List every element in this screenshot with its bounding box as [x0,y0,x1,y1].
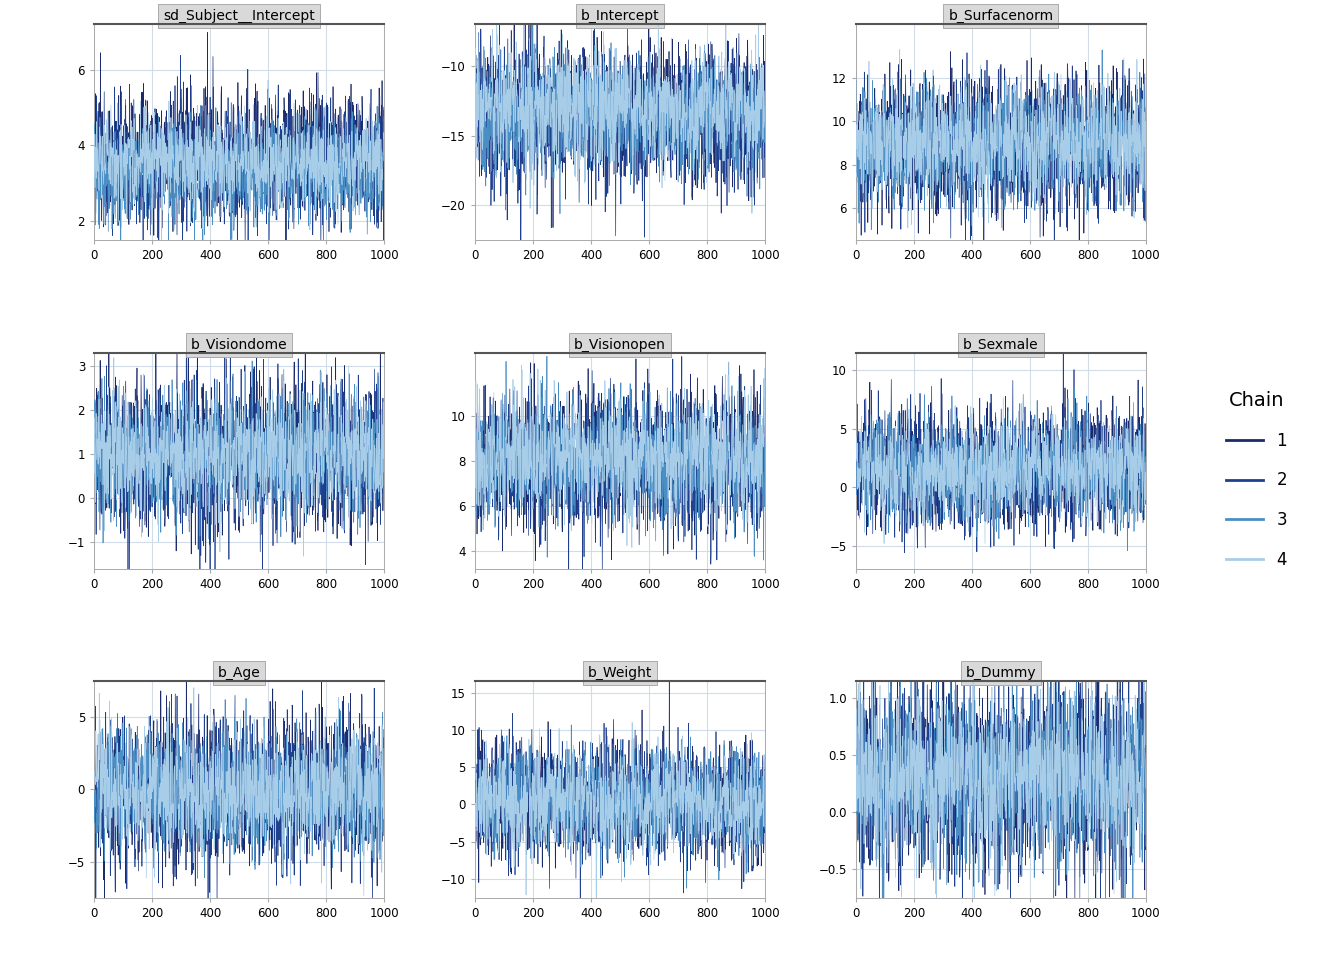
Title: b_Surfacenorm: b_Surfacenorm [949,9,1054,23]
Title: b_Sexmale: b_Sexmale [964,338,1039,351]
Title: sd_Subject__Intercept: sd_Subject__Intercept [163,9,314,23]
Title: b_Intercept: b_Intercept [581,9,660,23]
Title: b_Dummy: b_Dummy [965,666,1036,681]
Title: b_Visiondome: b_Visiondome [191,338,288,351]
Title: b_Age: b_Age [218,666,261,681]
Title: b_Weight: b_Weight [587,666,652,681]
Title: b_Visionopen: b_Visionopen [574,338,665,351]
Legend: 1, 2, 3, 4: 1, 2, 3, 4 [1219,385,1294,575]
